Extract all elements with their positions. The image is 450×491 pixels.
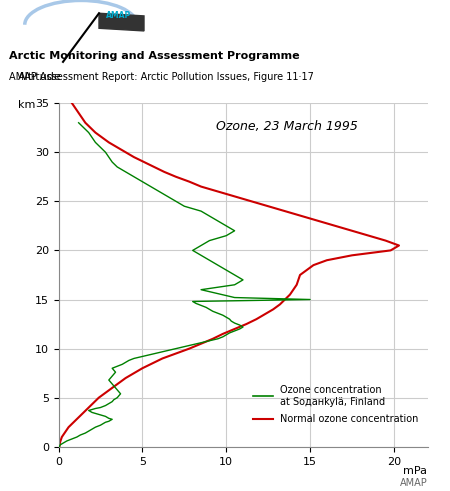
Text: AMAP: AMAP	[400, 478, 428, 488]
Text: km: km	[18, 100, 35, 109]
Text: AMAP: AMAP	[106, 11, 131, 20]
Text: mPa: mPa	[404, 465, 428, 476]
Text: Arctic Monitoring and Assessment Programme: Arctic Monitoring and Assessment Program…	[9, 51, 300, 61]
Text: AMAP Assessment Report: Arctic Pollution Issues, Figure 11·17: AMAP Assessment Report: Arctic Pollution…	[9, 73, 314, 82]
Polygon shape	[99, 13, 144, 31]
Legend: Ozone concentration
at Soданkylä, Finland, Normal ozone concentration: Ozone concentration at Soданkylä, Finlan…	[249, 381, 423, 428]
Text: Ozone, 23 March 1995: Ozone, 23 March 1995	[216, 120, 358, 133]
Text: Altitude: Altitude	[18, 73, 62, 82]
